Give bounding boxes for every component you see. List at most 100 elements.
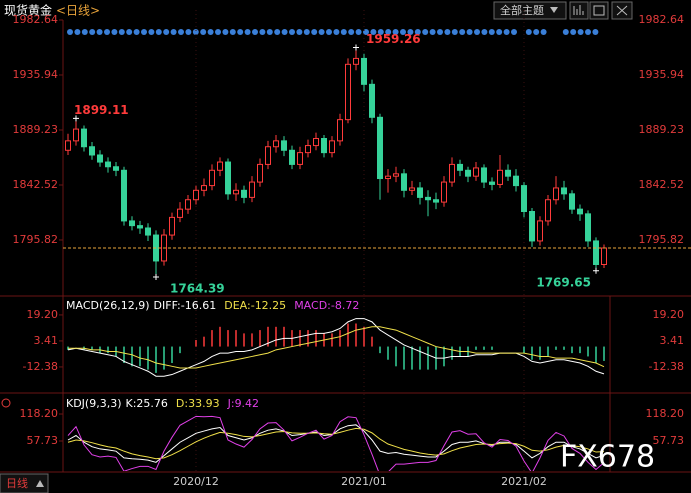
candle-body xyxy=(361,57,367,85)
candle-body xyxy=(193,189,199,201)
y-tick-label: 3.41 xyxy=(34,334,59,347)
candle-body xyxy=(473,167,479,177)
candle-body xyxy=(177,208,183,218)
event-dot xyxy=(141,29,147,35)
y-tick-label: 118.20 xyxy=(20,407,59,420)
event-dot xyxy=(104,29,110,35)
candle-body xyxy=(89,146,95,156)
candle-body xyxy=(385,175,391,180)
candle-body xyxy=(593,240,599,265)
event-dot xyxy=(481,29,488,35)
instrument-title: 现货黄金 xyxy=(4,3,52,18)
indicator-title: MACD(26,12,9) xyxy=(66,299,150,312)
y-tick-label: 1982.64 xyxy=(639,13,685,26)
event-dot xyxy=(303,29,310,35)
event-dot xyxy=(577,29,584,35)
event-dot xyxy=(207,29,214,35)
event-dot xyxy=(511,29,517,35)
event-dot xyxy=(333,29,340,35)
legend-value: -16.61 xyxy=(181,299,216,312)
candle-body xyxy=(273,140,279,148)
event-dot xyxy=(562,29,569,35)
event-dot xyxy=(229,29,236,35)
candle-body xyxy=(425,196,431,201)
event-dot xyxy=(422,29,429,35)
period-button[interactable] xyxy=(0,473,49,493)
event-dot xyxy=(525,29,532,35)
close-icon xyxy=(616,5,628,16)
candle-body xyxy=(441,181,447,203)
plot-area xyxy=(67,415,605,471)
extreme-label: 1769.65 xyxy=(536,275,591,289)
legend-value: 25.76 xyxy=(136,397,168,410)
event-dot xyxy=(200,29,207,35)
legend-value: 9.42 xyxy=(235,397,260,410)
event-dot xyxy=(118,29,125,35)
extreme-marker xyxy=(73,115,79,122)
candle-body xyxy=(217,161,223,171)
y-tick-label: 118.20 xyxy=(646,407,685,420)
extreme-marker xyxy=(593,267,599,274)
y-tick-label: 1842.52 xyxy=(639,178,685,191)
candle-body xyxy=(233,189,239,195)
candle-body xyxy=(121,169,127,222)
candle-body xyxy=(377,116,383,180)
candle-body xyxy=(537,220,543,242)
theme-dropdown[interactable] xyxy=(493,1,567,20)
y-tick-label: 1889.23 xyxy=(639,123,685,136)
legend-value: 33.93 xyxy=(188,397,220,410)
extreme-marker xyxy=(153,273,159,280)
event-dot xyxy=(392,29,399,35)
indicator-line xyxy=(67,427,605,460)
tool-icon xyxy=(593,5,605,16)
theme-label: 全部主题 xyxy=(500,3,544,17)
candle-body xyxy=(97,154,103,163)
tool-button[interactable] xyxy=(569,1,589,20)
event-dot xyxy=(163,29,170,35)
event-dot xyxy=(259,29,266,35)
candle-body xyxy=(185,199,191,210)
candle-body xyxy=(505,169,511,177)
tool-button[interactable] xyxy=(589,1,609,20)
extreme-label: 1959.26 xyxy=(366,32,421,46)
y-tick-label: 19.20 xyxy=(27,308,59,321)
event-dot xyxy=(444,29,451,35)
event-dot xyxy=(488,29,495,35)
y-tick-label: 1935.94 xyxy=(639,68,685,81)
event-dot xyxy=(296,29,303,35)
legend-name: MACD: xyxy=(294,299,331,312)
event-dot xyxy=(503,29,510,35)
candle-body xyxy=(249,181,255,198)
collapse-icon[interactable] xyxy=(1,398,11,408)
candle-body xyxy=(281,140,287,151)
candle-body xyxy=(585,213,591,242)
candle-body xyxy=(601,247,607,265)
legend-name: K: xyxy=(126,397,137,410)
legend-name: DEA: xyxy=(224,299,250,312)
candle-body xyxy=(329,140,335,154)
candle-body xyxy=(345,63,351,121)
y-tick-label: -12.38 xyxy=(23,360,58,373)
event-dot xyxy=(326,29,332,35)
candle-body xyxy=(169,216,175,236)
period-button-label: 日线 xyxy=(6,476,28,490)
candle-body xyxy=(225,161,231,195)
candle-body xyxy=(369,83,375,118)
event-dot xyxy=(266,29,273,35)
candle-body xyxy=(513,175,519,187)
event-dot xyxy=(570,29,577,35)
candle-body xyxy=(257,163,263,183)
candle-body xyxy=(417,187,423,198)
event-dot xyxy=(74,29,81,35)
event-dot xyxy=(459,29,466,35)
candle-body xyxy=(209,169,215,187)
event-dot xyxy=(400,29,406,35)
y-tick-label: 1795.82 xyxy=(639,233,685,246)
event-dot xyxy=(496,29,503,35)
indicator-line xyxy=(68,326,605,369)
x-tick-label: 2021/01 xyxy=(341,475,387,488)
period-label[interactable]: <日线> xyxy=(56,4,100,18)
y-tick-label: 3.41 xyxy=(660,334,685,347)
candle-body xyxy=(569,193,575,210)
